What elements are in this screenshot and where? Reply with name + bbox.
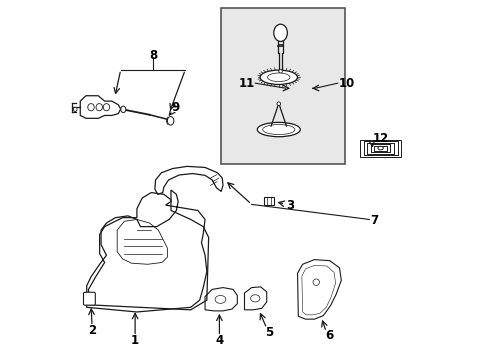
Text: 5: 5	[265, 326, 273, 339]
Ellipse shape	[262, 125, 294, 135]
Ellipse shape	[167, 117, 174, 125]
Ellipse shape	[377, 146, 383, 150]
FancyBboxPatch shape	[83, 292, 95, 305]
Bar	[366, 143, 393, 154]
Ellipse shape	[121, 106, 125, 113]
Bar	[363, 141, 397, 155]
Ellipse shape	[103, 104, 109, 111]
Bar	[221, 8, 344, 164]
Bar	[264, 197, 274, 205]
Text: 11: 11	[238, 77, 254, 90]
Text: 3: 3	[286, 199, 294, 212]
Ellipse shape	[276, 102, 280, 105]
Text: 9: 9	[171, 101, 179, 114]
Ellipse shape	[257, 122, 300, 137]
Ellipse shape	[88, 104, 94, 111]
Bar	[370, 144, 389, 152]
Text: 8: 8	[149, 49, 157, 62]
Bar	[359, 140, 400, 157]
Ellipse shape	[273, 24, 287, 41]
Ellipse shape	[250, 295, 260, 302]
Ellipse shape	[215, 296, 225, 303]
Text: 10: 10	[338, 77, 354, 90]
Ellipse shape	[73, 107, 77, 112]
Text: 7: 7	[369, 214, 377, 227]
Bar	[374, 145, 386, 150]
Ellipse shape	[312, 279, 319, 285]
Ellipse shape	[96, 104, 102, 111]
Text: 6: 6	[325, 329, 333, 342]
Text: 12: 12	[372, 132, 388, 145]
Ellipse shape	[260, 70, 297, 85]
Text: 1: 1	[131, 334, 139, 347]
Ellipse shape	[278, 69, 282, 73]
Text: 2: 2	[88, 324, 96, 337]
Ellipse shape	[267, 73, 289, 82]
Text: 4: 4	[215, 334, 223, 347]
